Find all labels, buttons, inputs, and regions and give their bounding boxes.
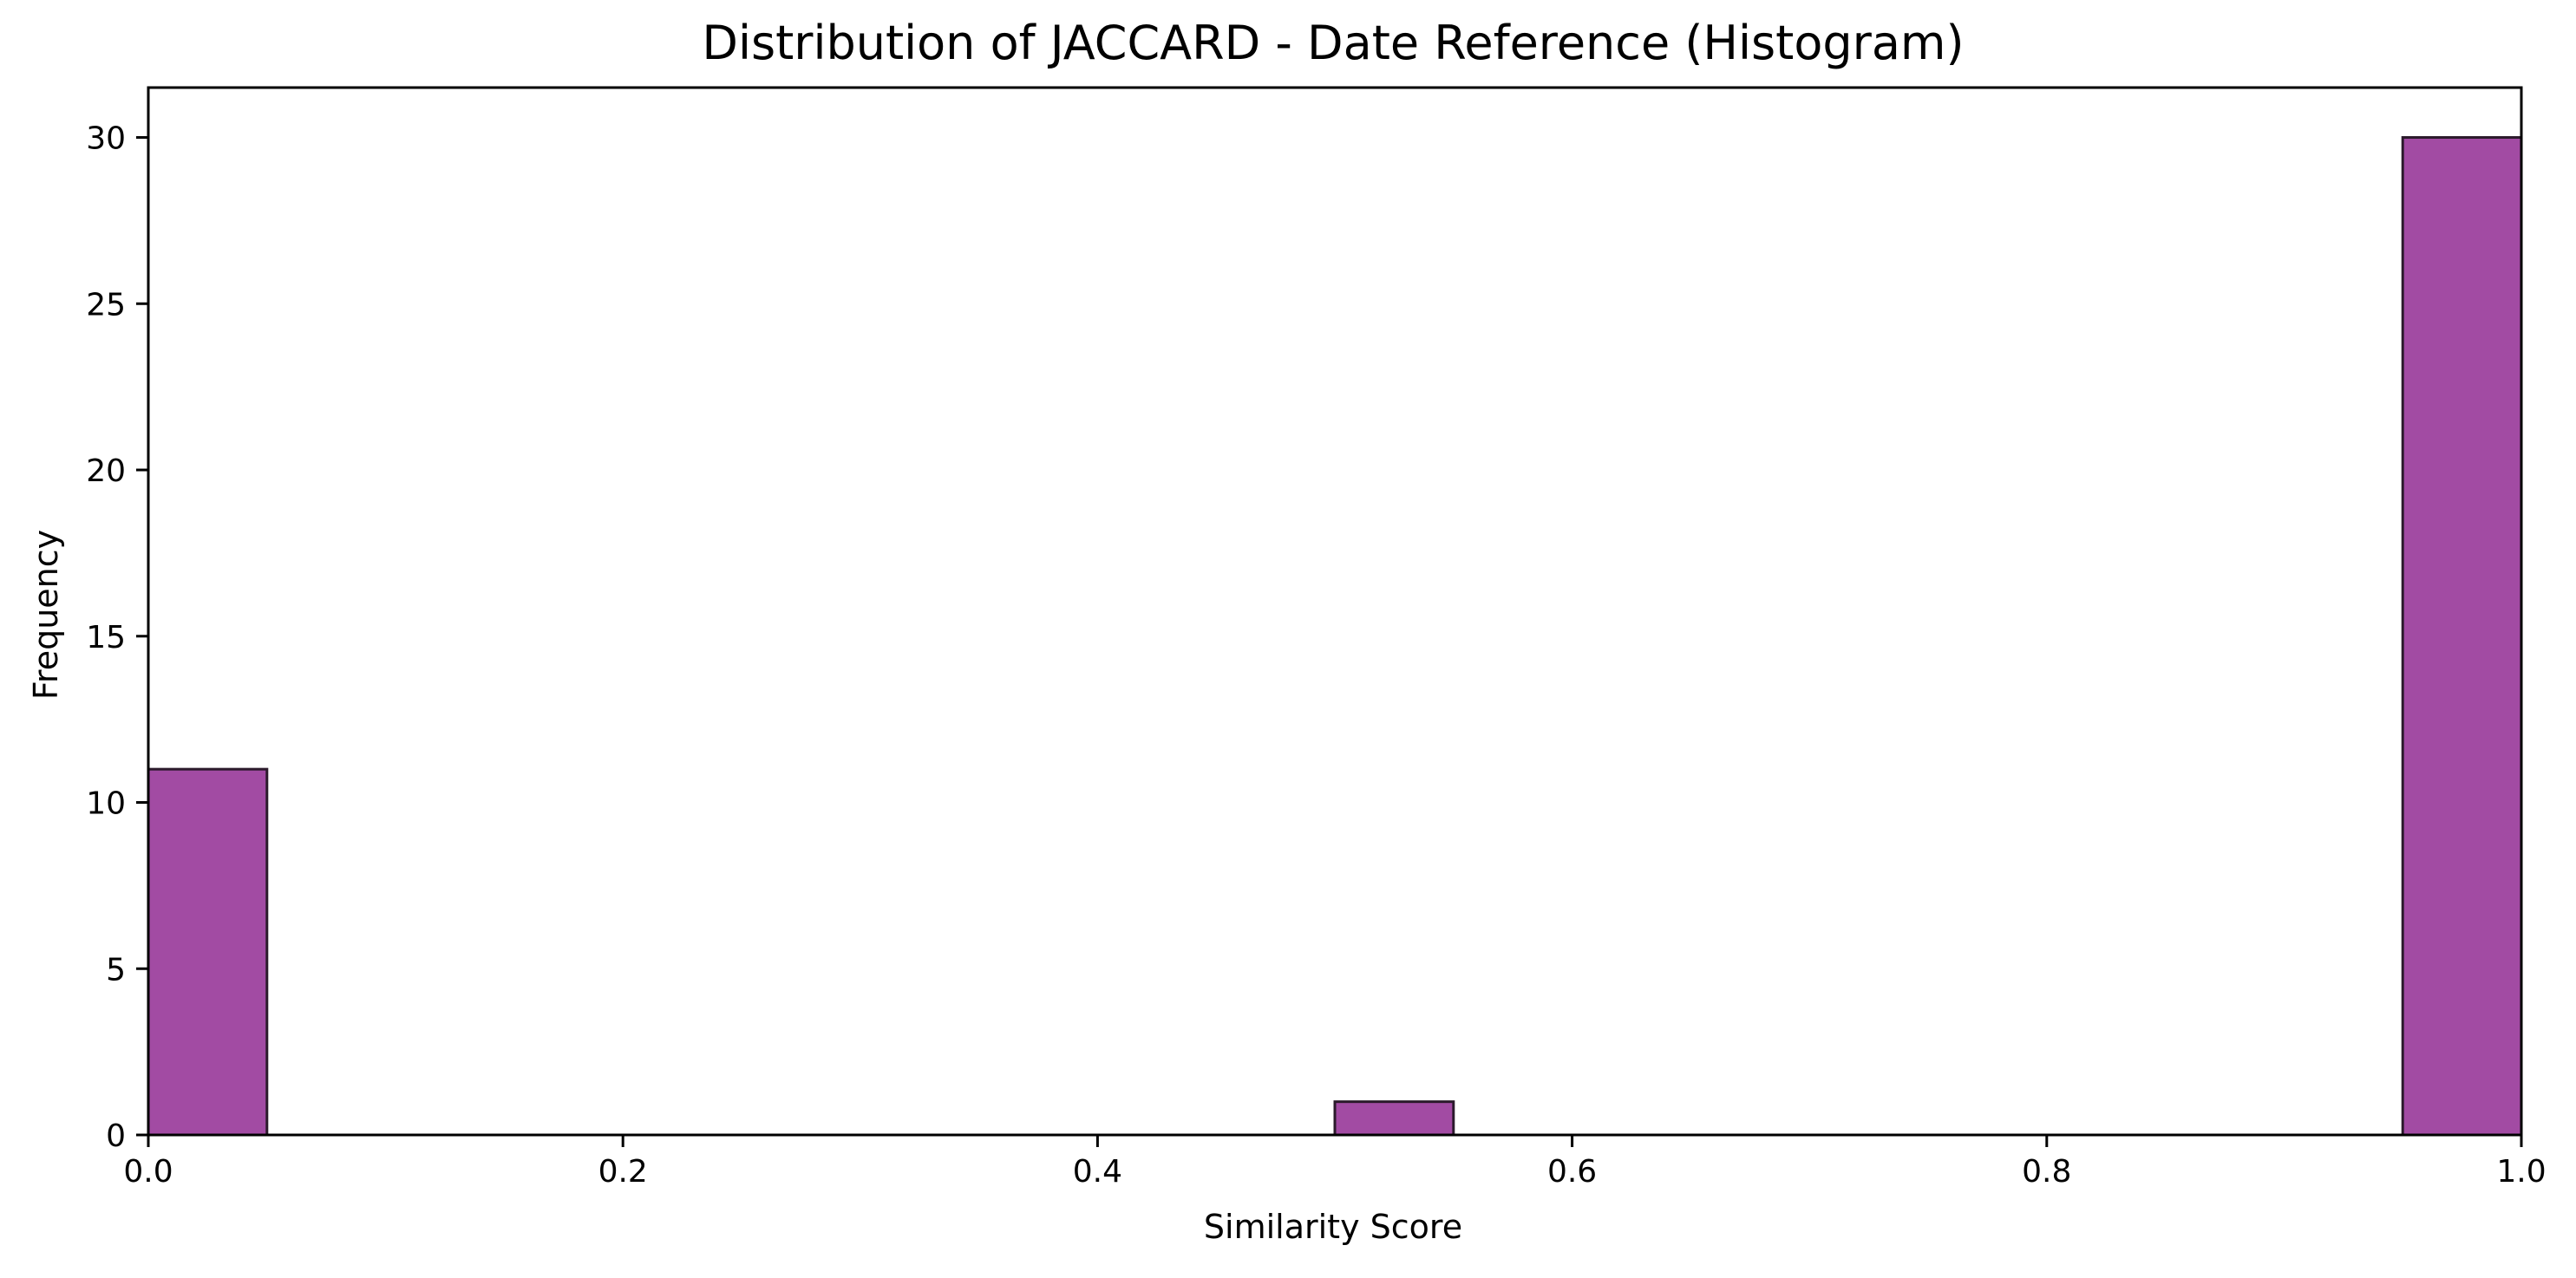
histogram-bar xyxy=(1333,1100,1455,1137)
x-tick-label: 0.2 xyxy=(598,1154,648,1190)
y-axis-label: Frequency xyxy=(27,530,65,700)
x-tick-label: 0.0 xyxy=(123,1154,173,1190)
y-tick-label: 20 xyxy=(86,453,126,489)
y-tick-label: 15 xyxy=(86,620,126,655)
y-tick-label: 10 xyxy=(86,786,126,822)
y-tick-label: 25 xyxy=(86,287,126,323)
bars-layer xyxy=(147,136,2523,1137)
y-tick-label: 0 xyxy=(106,1118,126,1154)
x-tick-label: 0.4 xyxy=(1073,1154,1122,1190)
histogram-bar xyxy=(2401,136,2523,1137)
x-axis-label: Similarity Score xyxy=(1204,1208,1462,1246)
y-tick-label: 5 xyxy=(106,952,126,988)
plot-frame xyxy=(147,86,2523,1137)
histogram-bar xyxy=(147,767,269,1137)
x-tick-label: 0.8 xyxy=(2022,1154,2071,1190)
x-tick-label: 0.6 xyxy=(1547,1154,1597,1190)
axes-layer: 0.0 0.2 0.4 0.6 0.8 1.0 0 5 10 15 20 25 30 xyxy=(86,86,2547,1190)
y-tick-label: 30 xyxy=(86,121,126,157)
chart-title: Distribution of JACCARD - Date Reference… xyxy=(702,16,1964,70)
x-tick-label: 1.0 xyxy=(2496,1154,2546,1190)
